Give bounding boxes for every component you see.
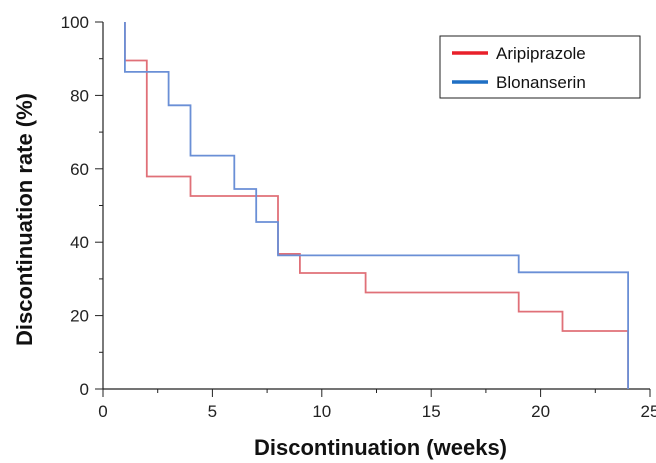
legend: Aripiprazole Blonanserin — [439, 35, 641, 99]
y-tick-label: 20 — [70, 307, 89, 326]
y-axis-title: Discontinuation rate (%) — [12, 93, 37, 346]
x-tick-label: 25 — [641, 402, 656, 421]
series-line-aripiprazole — [124, 22, 629, 389]
legend-label-aripiprazole: Aripiprazole — [496, 44, 586, 63]
y-tick-label: 100 — [61, 13, 89, 32]
x-tick-label: 10 — [312, 402, 331, 421]
y-tick-label: 0 — [80, 380, 89, 399]
x-tick-label: 15 — [422, 402, 441, 421]
x-tick-label: 5 — [208, 402, 217, 421]
tick-marks: 0 20 40 60 80 100 0 5 10 15 20 25 — [61, 13, 656, 421]
x-axis-title: Discontinuation (weeks) — [254, 435, 507, 460]
legend-label-blonanserin: Blonanserin — [496, 73, 586, 92]
y-tick-label: 80 — [70, 86, 89, 105]
series-layer — [124, 22, 629, 389]
x-tick-label: 20 — [531, 402, 550, 421]
y-tick-label: 40 — [70, 233, 89, 252]
legend-box — [439, 35, 641, 99]
series-line-blonanserin — [124, 22, 629, 389]
y-tick-label: 60 — [70, 160, 89, 179]
x-tick-label: 0 — [98, 402, 107, 421]
